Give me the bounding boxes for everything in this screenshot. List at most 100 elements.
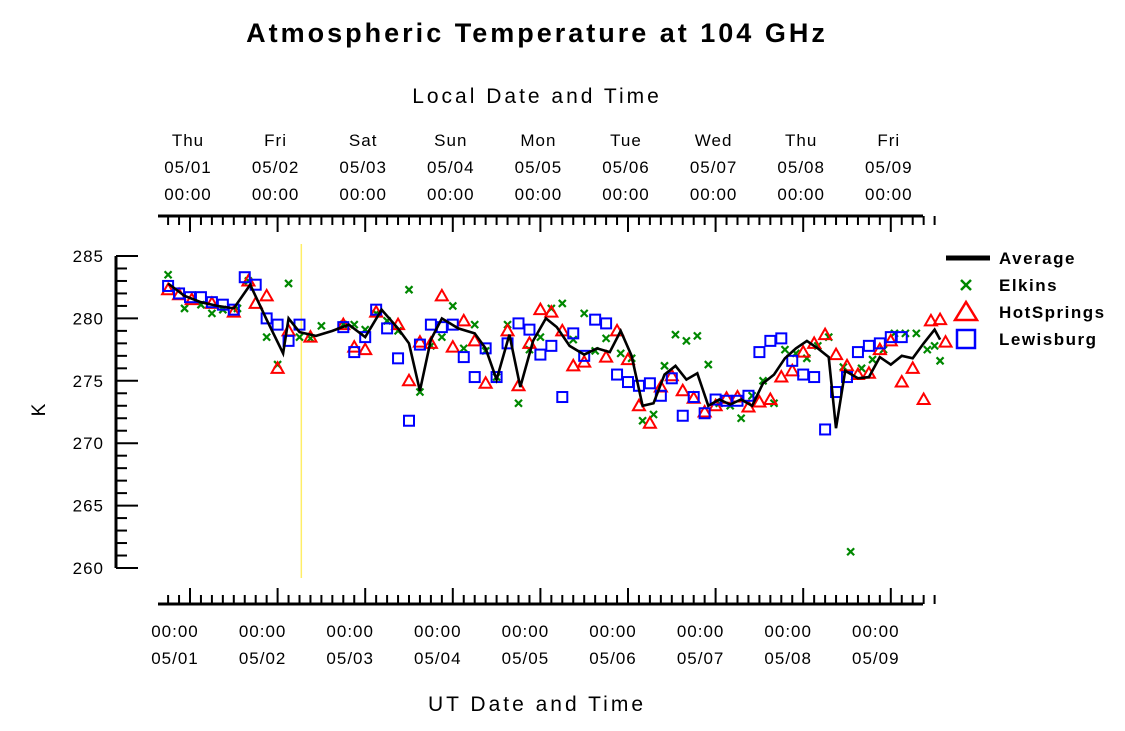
hotsprings-point [434,287,450,302]
hotsprings-point [932,311,948,326]
elkins-point [846,547,855,557]
bottom-tick-date: 05/06 [589,649,637,668]
hotsprings-point [795,344,811,358]
bottom-tick-time: 00:00 [852,622,900,641]
bottom-tick-time: 00:00 [764,622,812,641]
hotsprings-point [762,391,779,406]
top-tick-day: Fri [264,131,287,150]
lewisburg-point [698,407,711,420]
bottom-tick-date: 05/09 [852,649,900,668]
marker-stroke [262,332,271,342]
top-axis-title: Local Date and Time [412,85,662,108]
bottom-tick-date: 05/07 [677,649,725,668]
elkins-point [868,355,877,364]
hotsprings-point [904,360,921,374]
legend-x-swatch [960,279,972,291]
y-tick-label: 265 [73,497,104,516]
top-tick-time: 00:00 [515,185,563,204]
lewisburg-point [797,368,810,381]
top-tick-day: Thu [785,131,817,150]
lewisburg-point [589,313,602,326]
marker-stroke [704,360,713,369]
bottom-tick-date: 05/02 [239,649,287,668]
top-tick-date: 05/06 [602,158,650,177]
lewisburg-point [851,346,864,359]
marker-stroke [901,329,910,338]
marker-stroke [616,349,625,358]
hotsprings-point [499,322,516,337]
bottom-tick-date: 05/05 [502,649,550,668]
top-tick-time: 00:00 [252,185,300,204]
marker-stroke [163,270,173,279]
lewisburg-point [534,348,547,361]
series-average [167,282,942,429]
y-tick-label: 275 [73,372,104,391]
top-tick-day: Sun [434,131,467,150]
bottom-tick-date: 05/08 [764,649,812,668]
legend-label: HotSprings [999,303,1106,322]
elkins-point [923,345,932,354]
legend-triangle-swatch [952,299,980,322]
lewisburg-point [808,371,821,384]
bottom-tick-time: 00:00 [589,622,637,641]
lewisburg-point [457,351,470,364]
hotsprings-point [937,334,954,348]
legend-label: Average [999,249,1076,268]
hotsprings-point [423,335,439,349]
legend-label: Elkins [999,276,1058,295]
hotsprings-point [828,346,844,361]
lewisburg-point [403,414,415,427]
legend-item-elkins: Elkins [960,276,1058,295]
elkins-point [579,309,589,318]
bottom-tick-time: 00:00 [677,622,725,641]
hotsprings-point [466,332,483,347]
hotsprings-point [883,332,899,347]
lewisburg-point [687,391,700,404]
hotsprings-point [664,367,680,382]
axes [114,214,936,606]
marker-stroke [404,285,414,294]
bottom-tick-date: 05/04 [414,649,462,668]
lewisburg-point [512,317,525,330]
elkins-point [262,332,271,342]
bottom-axis-title: UT Date and Time [428,693,646,716]
elkins-point [736,413,746,423]
lewisburg-point [348,346,361,359]
y-axis-title: K [29,403,50,416]
marker-stroke [568,335,578,344]
top-tick-day: Fri [877,131,900,150]
y-tick-label: 270 [73,434,104,453]
marker-stroke [317,321,326,331]
marker-stroke [295,332,304,342]
lewisburg-point [895,331,908,344]
marker-stroke [780,345,790,354]
lewisburg-point [819,423,832,436]
elkins-point [704,360,713,369]
elkins-point [459,344,469,353]
elkins-point [448,301,458,311]
bottom-tick-time: 00:00 [326,622,374,641]
hotsprings-point [258,287,275,302]
hotsprings-point [915,391,932,406]
lewisburg-point [479,342,492,355]
top-tick-day: Sat [349,131,378,150]
marker-stroke [558,299,567,308]
hotsprings-point [357,341,373,356]
hotsprings-point [456,312,472,327]
elkins-point [470,320,479,329]
bottom-tick-date: 05/03 [326,649,374,668]
marker-stroke [601,334,611,343]
top-tick-time: 00:00 [339,185,387,204]
lewisburg-point [665,372,678,385]
hotsprings-point [642,415,658,429]
elkins-point [930,341,939,351]
marker-stroke [930,341,939,351]
y-tick-label: 260 [73,559,104,578]
elkins-point [682,336,691,346]
marker-stroke [846,547,855,557]
lewisburg-point [556,391,569,404]
hotsprings-point [335,316,352,331]
marker-stroke [536,332,545,342]
top-tick-date: 05/01 [164,158,212,177]
elkins-point [568,335,578,344]
